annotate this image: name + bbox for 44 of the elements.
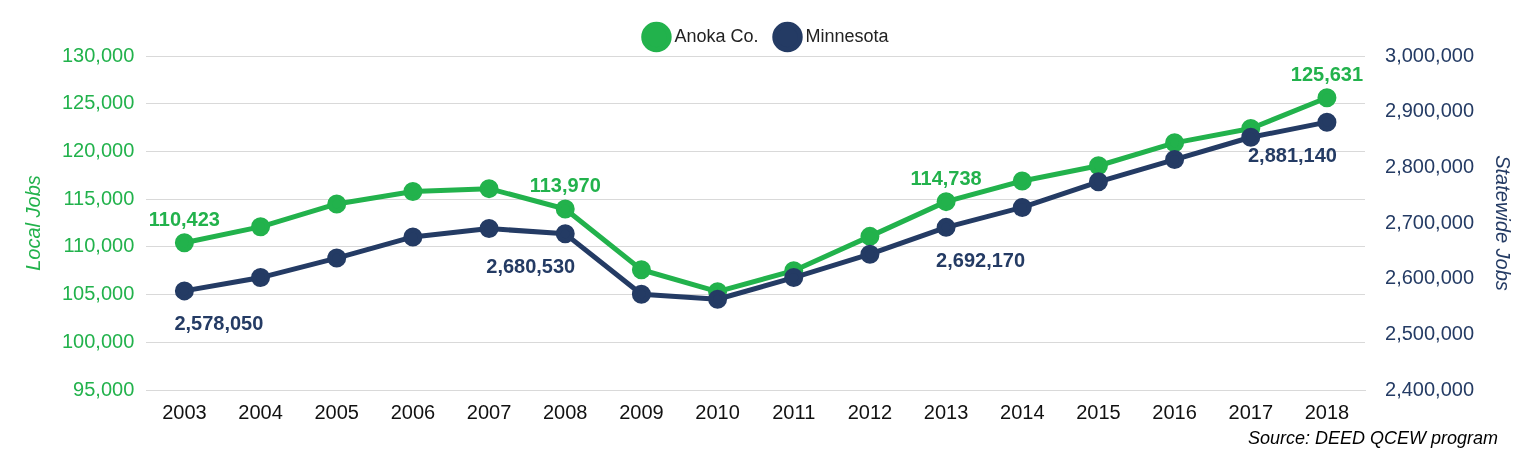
y-tick-label: 105,000 xyxy=(62,282,135,305)
data-label: 125,631 xyxy=(1290,63,1364,86)
y-tick-label: 100,000 xyxy=(62,329,135,352)
y2-axis-title: Statewide Jobs xyxy=(1492,155,1515,291)
y2-tick-label: 2,500,000 xyxy=(1385,321,1475,344)
legend-label: Anoka Co. xyxy=(674,25,759,46)
data-label: 114,738 xyxy=(910,167,982,190)
y2-tick-label: 2,400,000 xyxy=(1385,377,1475,400)
x-tick-label: 2011 xyxy=(772,400,816,423)
y2-tick-label: 2,600,000 xyxy=(1385,266,1475,289)
x-tick-label: 2016 xyxy=(1152,400,1197,423)
x-tick-label: 2013 xyxy=(923,400,969,423)
source-note: Source: DEED QCEW program xyxy=(1246,428,1499,449)
x-tick-label: 2012 xyxy=(847,400,893,423)
y-tick-label: 110,000 xyxy=(63,234,135,257)
y-tick-label: 130,000 xyxy=(62,43,135,66)
data-label: 2,692,170 xyxy=(936,248,1026,271)
x-tick-label: 2014 xyxy=(1000,400,1045,423)
y2-tick-label: 2,800,000 xyxy=(1385,154,1475,177)
x-tick-label: 2006 xyxy=(390,400,436,423)
x-tick-label: 2007 xyxy=(466,400,512,423)
x-tick-label: 2009 xyxy=(619,400,664,423)
y-axis-title: Local Jobs xyxy=(21,175,44,271)
data-label: 110,423 xyxy=(148,208,220,231)
y2-tick-label: 3,000,000 xyxy=(1385,43,1475,66)
data-label: 2,578,050 xyxy=(174,312,264,335)
y-tick-label: 115,000 xyxy=(63,186,135,209)
x-tick-label: 2018 xyxy=(1304,400,1350,423)
y2-tick-label: 2,700,000 xyxy=(1385,210,1475,233)
y2-tick-label: 2,900,000 xyxy=(1385,99,1475,122)
x-tick-label: 2005 xyxy=(314,400,359,423)
x-tick-label: 2010 xyxy=(695,400,740,423)
x-tick-label: 2015 xyxy=(1076,400,1121,423)
x-tick-label: 2008 xyxy=(542,400,588,423)
y-tick-label: 95,000 xyxy=(73,377,135,400)
x-tick-label: 2004 xyxy=(238,400,283,423)
legend-label: Minnesota xyxy=(805,25,890,46)
y-tick-label: 125,000 xyxy=(62,91,135,114)
data-label: 2,881,140 xyxy=(1247,143,1337,166)
data-label: 113,970 xyxy=(529,174,601,197)
x-tick-label: 2003 xyxy=(162,400,207,423)
data-label: 2,680,530 xyxy=(486,255,576,278)
y-tick-label: 120,000 xyxy=(62,138,135,161)
x-tick-label: 2017 xyxy=(1228,400,1274,423)
